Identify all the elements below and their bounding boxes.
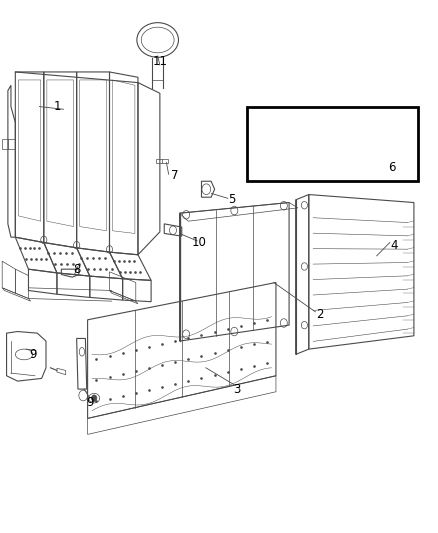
Text: 6: 6	[388, 161, 396, 174]
Text: 9: 9	[29, 348, 37, 361]
Text: 4: 4	[390, 239, 398, 252]
Circle shape	[370, 132, 373, 136]
Circle shape	[306, 138, 311, 144]
Bar	[247, 107, 418, 181]
Text: 10: 10	[192, 236, 207, 249]
Circle shape	[92, 395, 97, 401]
Text: 5: 5	[229, 193, 236, 206]
Circle shape	[319, 138, 325, 144]
Text: 2: 2	[316, 308, 324, 321]
Text: 3: 3	[233, 383, 240, 395]
Text: 7: 7	[171, 169, 179, 182]
Text: 11: 11	[152, 55, 167, 68]
Text: 8: 8	[73, 263, 80, 276]
Circle shape	[313, 138, 318, 144]
Text: 1: 1	[53, 100, 61, 113]
Text: 9: 9	[86, 396, 94, 409]
